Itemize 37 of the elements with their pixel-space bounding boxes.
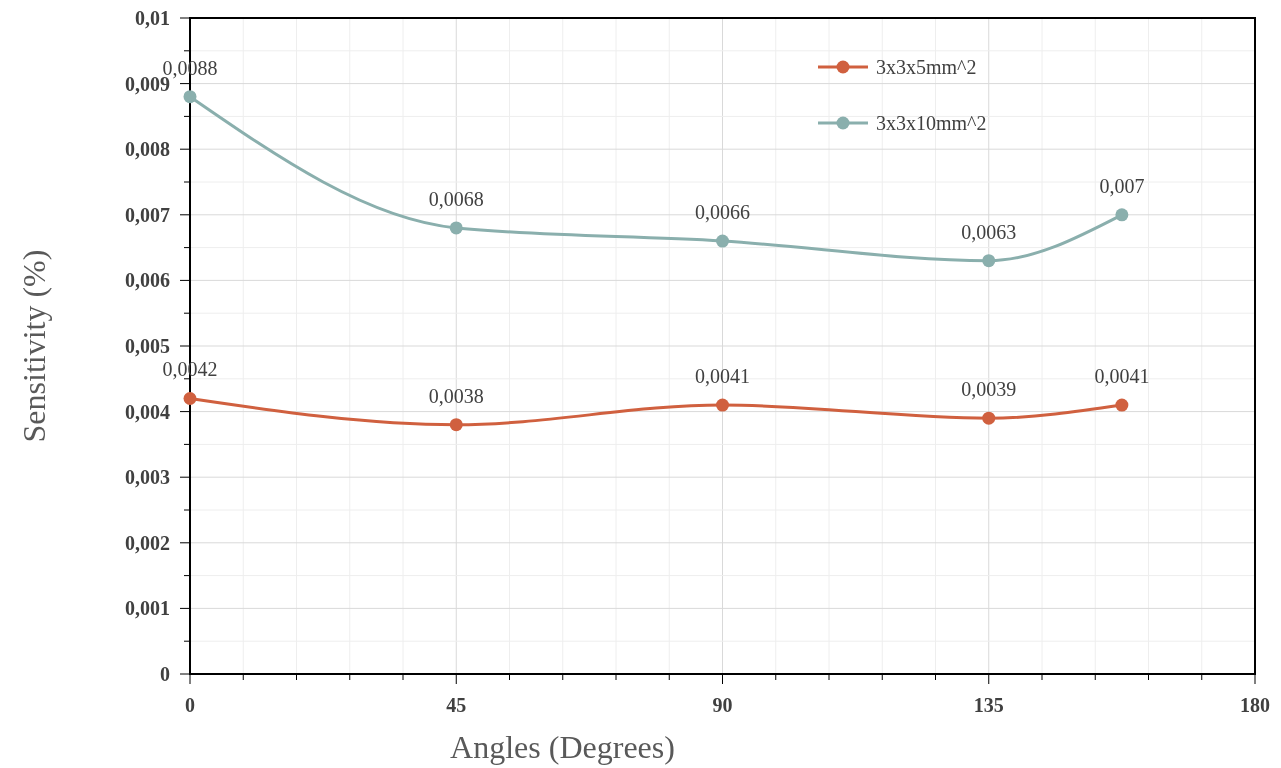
x-tick-label: 180: [1240, 694, 1270, 716]
point: [1115, 208, 1129, 222]
point: [716, 234, 729, 248]
x-tick-label: 135: [973, 694, 1004, 716]
legend-label: 3x3x10mm^2: [876, 112, 987, 134]
x-tick-label: 0: [185, 694, 195, 716]
point: [1115, 398, 1129, 412]
y-axis-title: Sensitivity (%): [16, 249, 52, 443]
data-label: 0,0038: [428, 384, 484, 407]
y-tick-label: 0,004: [125, 400, 170, 423]
x-tick-label: 45: [446, 694, 467, 716]
point: [183, 90, 197, 104]
point: [449, 418, 463, 432]
y-tick-label: 0,01: [135, 7, 170, 29]
y-tick-label: 0,005: [125, 335, 170, 357]
x-axis-title: Angles (Degrees): [450, 729, 675, 765]
data-label: 0,0041: [695, 365, 750, 388]
point: [982, 411, 996, 425]
y-tick-label: 0: [160, 663, 170, 685]
data-label: 0,0039: [961, 378, 1017, 401]
x-tick-label: 90: [712, 694, 733, 716]
data-label: 0,007: [1099, 174, 1145, 197]
y-tick-label: 0,001: [125, 597, 170, 620]
point: [982, 254, 996, 268]
y-tick-label: 0,006: [125, 269, 170, 292]
y-tick-label: 0,003: [125, 466, 170, 489]
y-tick-label: 0,008: [125, 138, 170, 161]
data-label: 0,0041: [1094, 365, 1150, 388]
point: [449, 221, 463, 235]
data-label: 0,0063: [961, 220, 1017, 243]
point: [183, 391, 197, 405]
y-tick-label: 0,002: [125, 531, 170, 554]
y-tick-label: 0,007: [125, 203, 170, 226]
data-label: 0,0068: [428, 187, 484, 210]
point: [716, 398, 729, 412]
legend-label: 3x3x5mm^2: [876, 56, 977, 78]
data-label: 0,0066: [695, 201, 750, 224]
